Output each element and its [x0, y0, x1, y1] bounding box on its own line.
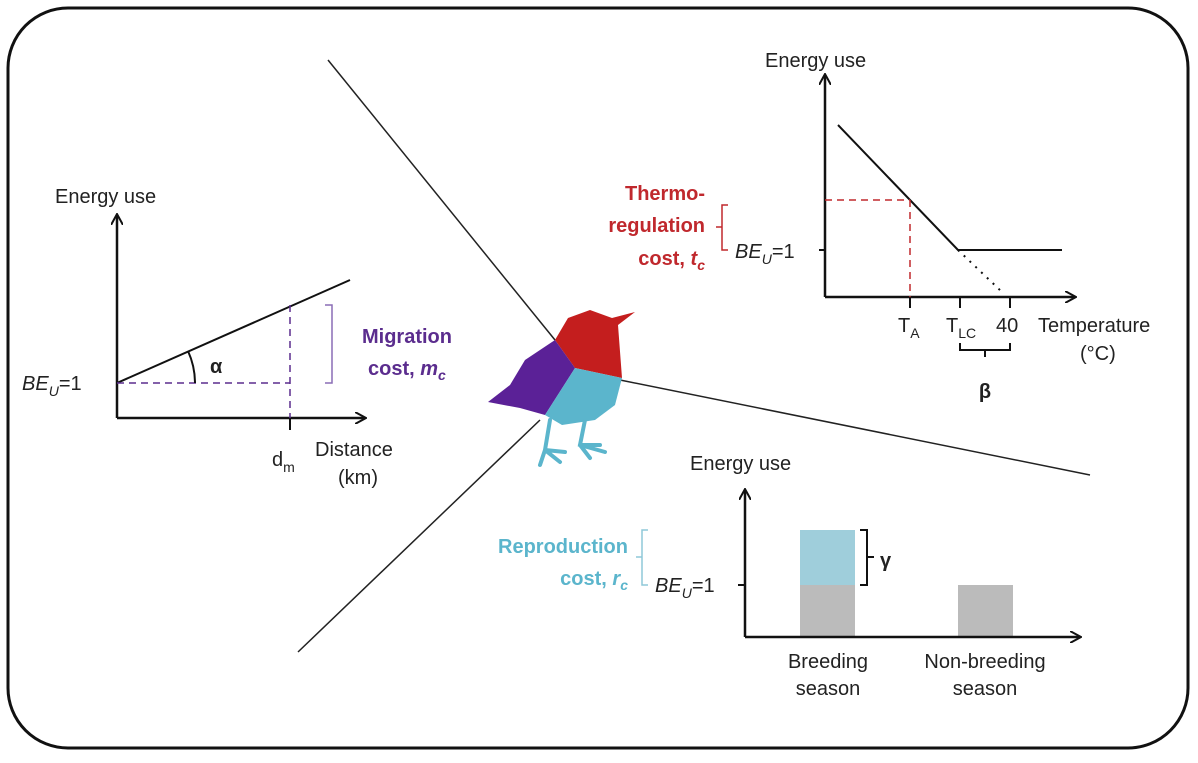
baseline-bar [800, 585, 855, 637]
y-label: Energy use [765, 50, 866, 72]
reproduction-bar [800, 530, 855, 585]
x-tick-label: TLC [946, 315, 976, 341]
x-tick-label: dm [272, 449, 295, 475]
cost-label: Reproduction [498, 536, 628, 558]
bracket-label: γ [880, 550, 892, 572]
baseline-label: BEU=1 [655, 575, 715, 601]
bird [488, 310, 635, 467]
x-tick-label: TA [898, 315, 920, 341]
migration-panel: Energy use BEU=1 α dm Distance (km) Migr… [22, 186, 452, 489]
ticks [909, 297, 1011, 308]
cost-label: cost, rc [560, 568, 628, 593]
bracket [325, 304, 333, 384]
category-label: season [796, 678, 861, 700]
angle-arc [187, 350, 196, 384]
baseline-label: BEU=1 [22, 373, 82, 399]
x-tick-label: 40 [996, 315, 1018, 337]
cost-label: Thermo- [625, 183, 705, 205]
y-label: Energy use [690, 453, 791, 475]
y-label: Energy use [55, 186, 156, 208]
x-label: Distance [315, 439, 393, 461]
category-label: season [953, 678, 1018, 700]
baseline-bar [958, 585, 1013, 637]
cost-label: cost, mc [368, 358, 446, 383]
cost-label: cost, tc [638, 248, 705, 273]
bracket [636, 529, 648, 586]
cost-line [116, 279, 351, 384]
angle-label: α [210, 356, 223, 378]
x-label: Temperature [1038, 315, 1150, 337]
x-label: (km) [338, 467, 378, 489]
bracket [716, 204, 728, 251]
category-label: Breeding [788, 651, 868, 673]
reproduction-panel: Energy use BEU=1 γ Breeding season Non-b… [498, 453, 1080, 700]
dividers [297, 59, 1091, 653]
x-label: (°C) [1080, 343, 1116, 365]
bracket-label: β [979, 381, 991, 403]
bracket [959, 343, 1011, 357]
thermo-panel: Energy use BEU=1 TA TLC 40 β Temperature… [608, 50, 1150, 403]
cost-label: Migration [362, 326, 452, 348]
cost-label: regulation [608, 215, 705, 237]
bracket [860, 529, 874, 586]
baseline-label: BEU=1 [735, 241, 795, 267]
category-label: Non-breeding [924, 651, 1045, 673]
